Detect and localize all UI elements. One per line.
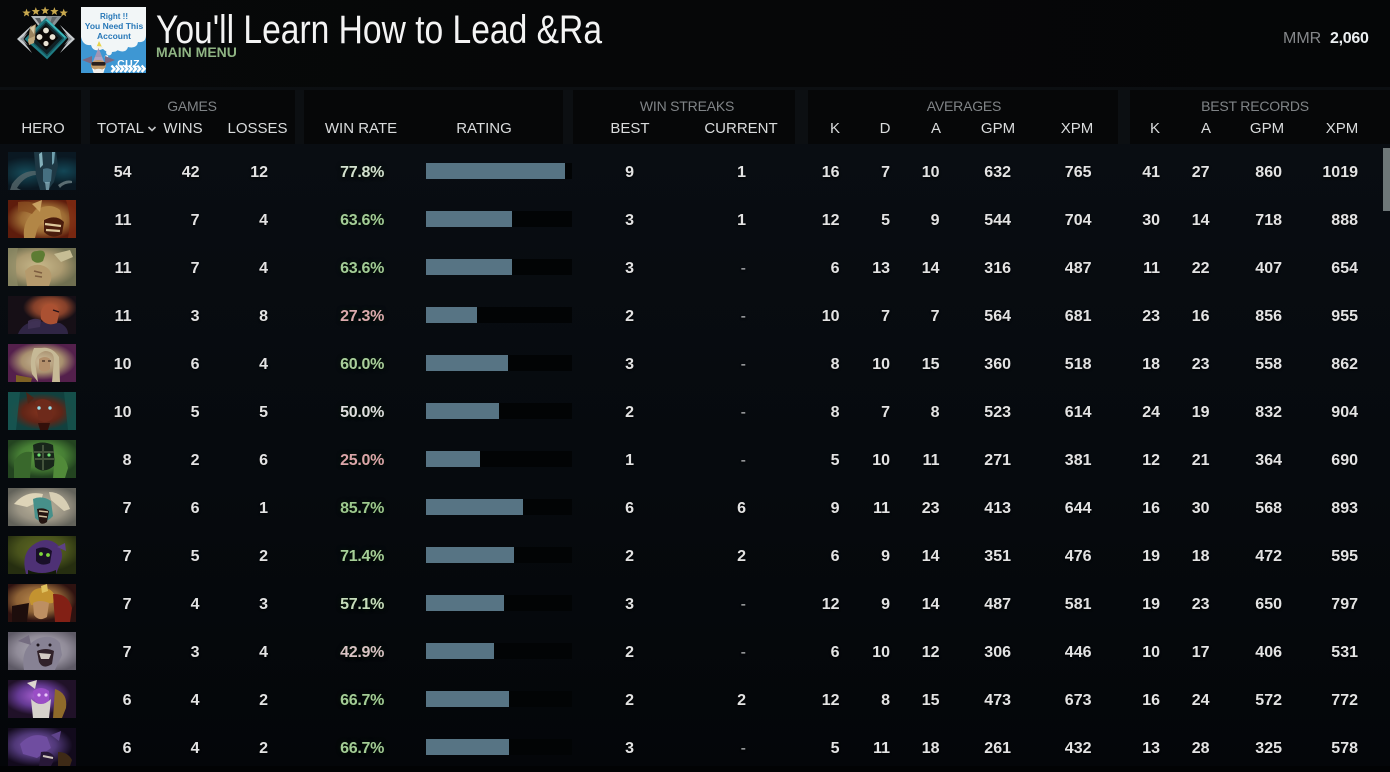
svg-text:Account: Account bbox=[97, 31, 131, 41]
svg-text:You Need This: You Need This bbox=[85, 21, 144, 31]
svg-text:Right !!: Right !! bbox=[100, 12, 128, 21]
